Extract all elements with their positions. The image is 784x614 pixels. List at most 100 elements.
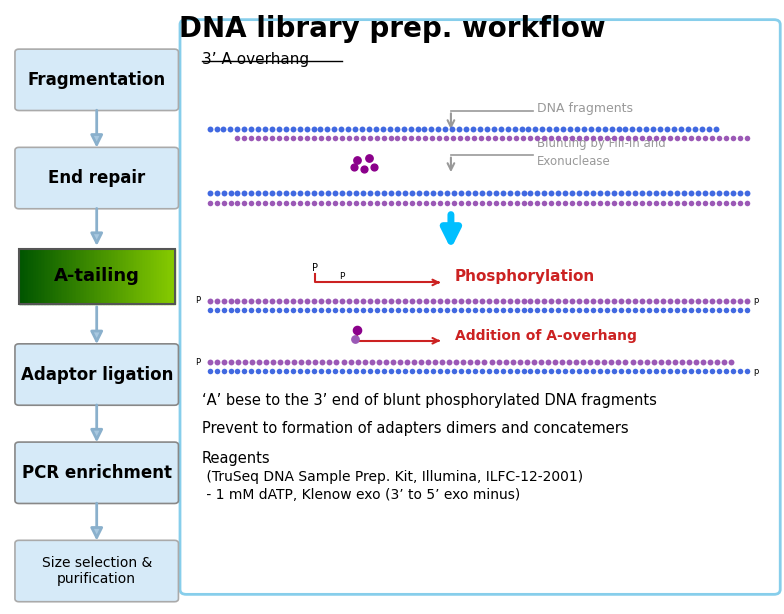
- Point: [259, 124, 271, 134]
- Point: [419, 296, 432, 306]
- Point: [336, 296, 348, 306]
- Bar: [129, 249, 131, 304]
- Point: [740, 296, 753, 306]
- Bar: [136, 249, 137, 304]
- Point: [552, 188, 564, 198]
- Point: [419, 367, 432, 376]
- Point: [699, 296, 711, 306]
- Point: [734, 133, 746, 143]
- Point: [238, 305, 251, 315]
- Point: [328, 305, 341, 315]
- Point: [398, 188, 411, 198]
- Point: [713, 188, 725, 198]
- Point: [336, 188, 348, 198]
- Point: [454, 133, 466, 143]
- Point: [636, 133, 648, 143]
- Point: [643, 296, 655, 306]
- Point: [405, 133, 418, 143]
- Point: [671, 305, 684, 315]
- Point: [273, 124, 285, 134]
- Point: [468, 305, 481, 315]
- Point: [342, 124, 354, 134]
- Point: [350, 367, 362, 376]
- Point: [475, 198, 488, 208]
- Point: [441, 296, 453, 306]
- Point: [252, 357, 265, 367]
- Point: [615, 133, 627, 143]
- Point: [699, 305, 711, 315]
- Point: [545, 305, 557, 315]
- Point: [455, 198, 467, 208]
- Point: [368, 162, 380, 172]
- Point: [535, 357, 547, 367]
- Point: [379, 357, 392, 367]
- Point: [426, 296, 439, 306]
- Point: [293, 133, 306, 143]
- Point: [510, 296, 523, 306]
- Bar: [20, 249, 22, 304]
- Point: [531, 133, 543, 143]
- Point: [450, 357, 463, 367]
- Point: [415, 357, 427, 367]
- Point: [260, 367, 272, 376]
- Point: [439, 124, 452, 134]
- Point: [720, 198, 732, 208]
- Point: [260, 357, 272, 367]
- Point: [684, 367, 697, 376]
- Point: [510, 367, 523, 376]
- Point: [394, 357, 406, 367]
- Point: [622, 133, 634, 143]
- Point: [203, 296, 216, 306]
- Point: [343, 305, 355, 315]
- Point: [629, 367, 641, 376]
- Point: [545, 296, 557, 306]
- Text: PCR enrichment: PCR enrichment: [22, 464, 172, 482]
- Point: [727, 133, 739, 143]
- Bar: [162, 249, 164, 304]
- Point: [308, 296, 321, 306]
- Point: [231, 198, 244, 208]
- Point: [552, 198, 564, 208]
- Point: [636, 296, 648, 306]
- Bar: [106, 249, 107, 304]
- Point: [475, 367, 488, 376]
- Point: [496, 305, 509, 315]
- Point: [440, 133, 452, 143]
- Bar: [159, 249, 161, 304]
- Point: [392, 188, 405, 198]
- Point: [314, 133, 327, 143]
- Bar: [103, 249, 104, 304]
- Point: [532, 198, 544, 208]
- Point: [453, 124, 466, 134]
- Point: [615, 188, 627, 198]
- Point: [619, 124, 632, 134]
- Point: [545, 133, 557, 143]
- Point: [245, 296, 258, 306]
- Point: [315, 296, 328, 306]
- Point: [260, 198, 272, 208]
- Point: [280, 198, 292, 208]
- Point: [217, 198, 230, 208]
- Point: [482, 296, 495, 306]
- Point: [615, 296, 627, 306]
- Point: [462, 305, 474, 315]
- Point: [727, 198, 739, 208]
- Bar: [60, 249, 61, 304]
- Bar: [66, 249, 67, 304]
- Point: [524, 188, 537, 198]
- Point: [503, 305, 516, 315]
- Bar: [53, 249, 55, 304]
- Point: [280, 188, 292, 198]
- Point: [601, 188, 614, 198]
- Point: [517, 367, 530, 376]
- Point: [594, 296, 607, 306]
- Point: [727, 188, 739, 198]
- Point: [699, 198, 711, 208]
- Point: [238, 133, 250, 143]
- Point: [378, 188, 390, 198]
- Point: [503, 188, 516, 198]
- Point: [364, 296, 376, 306]
- FancyBboxPatch shape: [15, 344, 179, 405]
- Point: [434, 367, 446, 376]
- Point: [419, 305, 432, 315]
